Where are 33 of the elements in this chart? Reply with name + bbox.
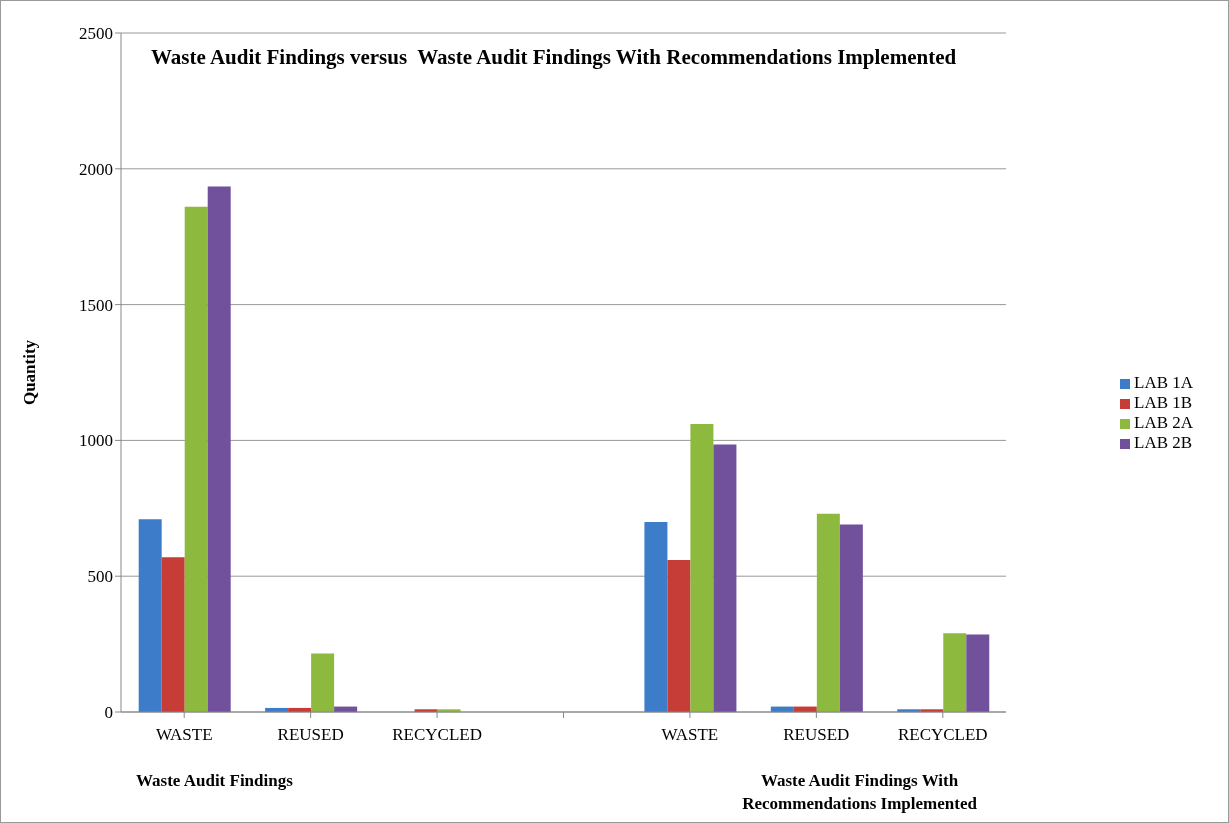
bar xyxy=(184,206,208,712)
y-tick-label: 1500 xyxy=(79,295,113,315)
y-tick-label: 2000 xyxy=(79,159,113,179)
x-tick-label: RECYCLED xyxy=(392,725,482,745)
text: Waste Audit Findings With Recommendations Implemented xyxy=(741,770,978,815)
legend-label: LAB 1A xyxy=(1134,372,1194,392)
y-tick-label: 0 xyxy=(104,703,113,723)
y-tick-label: 2500 xyxy=(79,24,113,44)
x-tick-label: WASTE xyxy=(155,725,213,745)
bar xyxy=(311,653,335,712)
bar xyxy=(161,557,185,712)
x-tick-label: REUSED xyxy=(783,725,850,745)
bar xyxy=(207,186,231,712)
y-tick-label: 500 xyxy=(87,567,113,587)
x-tick-label: WASTE xyxy=(661,725,719,745)
bar xyxy=(713,444,737,712)
legend-label: LAB 2B xyxy=(1134,432,1193,452)
y-tick-label: 1000 xyxy=(79,431,113,451)
bar xyxy=(644,521,668,712)
legend-label: LAB 2A xyxy=(1134,412,1194,432)
bar xyxy=(138,519,162,712)
x-tick-label: RECYCLED xyxy=(897,725,988,745)
y-axis-title: Quantity xyxy=(20,339,40,406)
text: Waste Audit Findings versus Waste Audit Findings With Recommendations Implemented xyxy=(151,45,957,70)
legend-label: LAB 1B xyxy=(1134,392,1193,412)
bar xyxy=(816,513,840,712)
bar xyxy=(966,634,990,712)
bar xyxy=(667,559,691,712)
bar xyxy=(839,524,863,712)
bar xyxy=(690,424,714,712)
x-tick-label: REUSED xyxy=(277,725,344,745)
text: Waste Audit Findings xyxy=(136,770,294,792)
bar xyxy=(943,633,967,712)
